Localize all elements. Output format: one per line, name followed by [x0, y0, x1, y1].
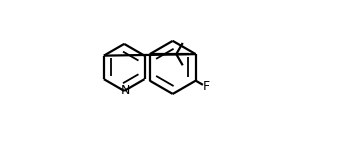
Text: N: N: [120, 84, 130, 97]
Text: F: F: [203, 80, 210, 93]
